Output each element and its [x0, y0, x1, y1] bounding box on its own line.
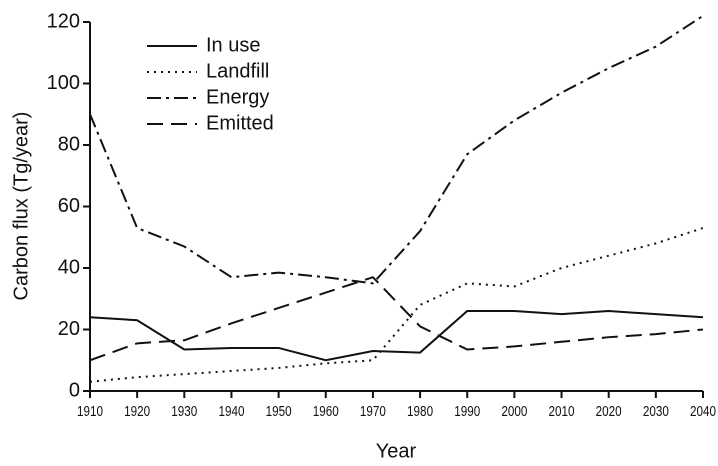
- series-line: [89, 15, 704, 285]
- legend-label: In use: [206, 34, 260, 56]
- y-tick-label: 0: [69, 379, 80, 401]
- y-tick-label: 20: [58, 318, 80, 340]
- legend-label: Landfill: [206, 60, 269, 82]
- x-tick-label: 2000: [501, 403, 527, 420]
- series-line: [89, 310, 704, 362]
- x-tick-label: 2020: [596, 403, 622, 420]
- x-tick-label: 2040: [690, 403, 716, 420]
- x-axis-label: Year: [376, 440, 417, 462]
- y-tick-label: 60: [58, 195, 80, 217]
- y-tick-label: 120: [47, 10, 80, 32]
- series-line: [89, 276, 704, 362]
- legend-label: Energy: [206, 86, 269, 108]
- x-tick-label: 1980: [407, 403, 433, 420]
- series-line: [89, 227, 704, 383]
- x-tick-label: 1950: [266, 403, 292, 420]
- x-tick-label: 1920: [124, 403, 150, 420]
- y-tick-label: 80: [58, 133, 80, 155]
- x-tick-label: 2030: [643, 403, 669, 420]
- axes: [89, 22, 703, 392]
- x-tick-label: 1930: [171, 403, 197, 420]
- y-axis-label: Carbon flux (Tg/year): [10, 112, 32, 301]
- x-tick-label: 1990: [454, 403, 480, 420]
- x-tick-label: 1970: [360, 403, 386, 420]
- x-tick-label: 1940: [218, 403, 244, 420]
- legend-label: Emitted: [206, 112, 274, 134]
- x-tick-label: 2010: [549, 403, 575, 420]
- y-tick-label: 100: [47, 72, 80, 94]
- x-tick-label: 1910: [77, 403, 103, 420]
- y-tick-label: 40: [58, 256, 80, 278]
- x-tick-label: 1960: [313, 403, 339, 420]
